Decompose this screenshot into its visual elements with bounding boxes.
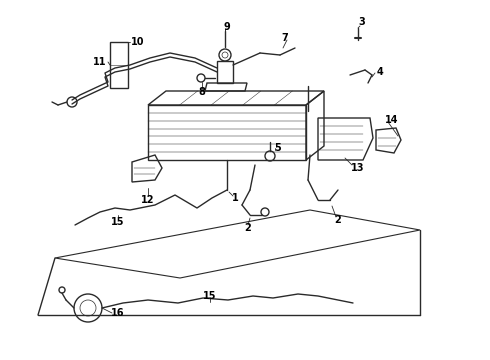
Text: 9: 9 [223, 22, 230, 32]
Text: 13: 13 [351, 163, 365, 173]
Text: 12: 12 [141, 195, 155, 205]
Text: 5: 5 [274, 143, 281, 153]
Text: 15: 15 [203, 291, 217, 301]
Text: 2: 2 [335, 215, 342, 225]
Text: 2: 2 [245, 223, 251, 233]
Text: 3: 3 [359, 17, 366, 27]
Text: 7: 7 [282, 33, 289, 43]
Text: 4: 4 [377, 67, 383, 77]
Text: 1: 1 [232, 193, 238, 203]
Text: 16: 16 [111, 308, 125, 318]
Text: 15: 15 [111, 217, 125, 227]
Text: 10: 10 [131, 37, 145, 47]
Text: 8: 8 [198, 87, 205, 97]
Text: 11: 11 [93, 57, 107, 67]
Text: 14: 14 [385, 115, 399, 125]
